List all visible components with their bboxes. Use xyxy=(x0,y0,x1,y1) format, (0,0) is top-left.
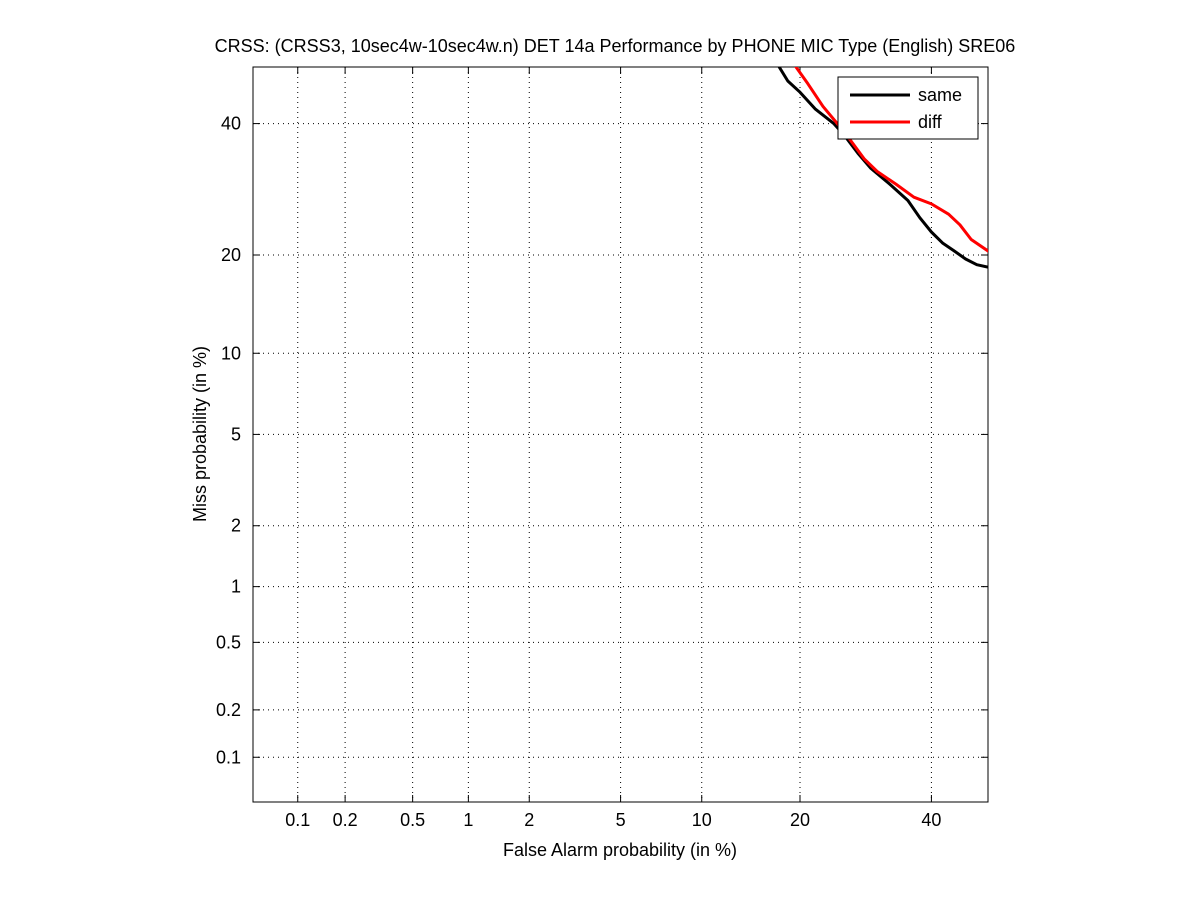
y-tick-label: 20 xyxy=(221,245,241,265)
x-tick-label: 0.1 xyxy=(285,810,310,830)
x-tick-label: 5 xyxy=(616,810,626,830)
legend-label-same: same xyxy=(918,85,962,105)
x-tick-label: 10 xyxy=(692,810,712,830)
series-layer xyxy=(777,67,988,269)
series-line-diff xyxy=(794,67,988,253)
series-line-same xyxy=(777,67,988,269)
y-tick-label: 0.1 xyxy=(216,747,241,767)
x-axis-ticks: 0.1 0.2 0.5 1 2 5 10 20 40 xyxy=(285,67,941,830)
x-tick-label: 40 xyxy=(921,810,941,830)
legend-label-diff: diff xyxy=(918,112,943,132)
x-axis-label: False Alarm probability (in %) xyxy=(503,840,737,860)
y-tick-label: 0.2 xyxy=(216,700,241,720)
x-tick-label: 20 xyxy=(790,810,810,830)
y-tick-label: 1 xyxy=(231,577,241,597)
y-tick-label: 2 xyxy=(231,516,241,536)
y-axis-ticks: 0.1 0.2 0.5 1 2 5 10 20 40 xyxy=(216,114,988,767)
y-tick-label: 0.5 xyxy=(216,632,241,652)
x-tick-label: 1 xyxy=(463,810,473,830)
legend-box xyxy=(837,76,979,140)
x-tick-label: 2 xyxy=(524,810,534,830)
x-tick-label: 0.5 xyxy=(400,810,425,830)
y-tick-label: 40 xyxy=(221,114,241,134)
y-tick-label: 10 xyxy=(221,343,241,363)
chart-title: CRSS: (CRSS3, 10sec4w-10sec4w.n) DET 14a… xyxy=(215,36,1016,56)
y-tick-label: 5 xyxy=(231,424,241,444)
y-axis-label: Miss probability (in %) xyxy=(190,346,210,522)
legend: same diff xyxy=(837,76,979,140)
x-tick-label: 0.2 xyxy=(333,810,358,830)
